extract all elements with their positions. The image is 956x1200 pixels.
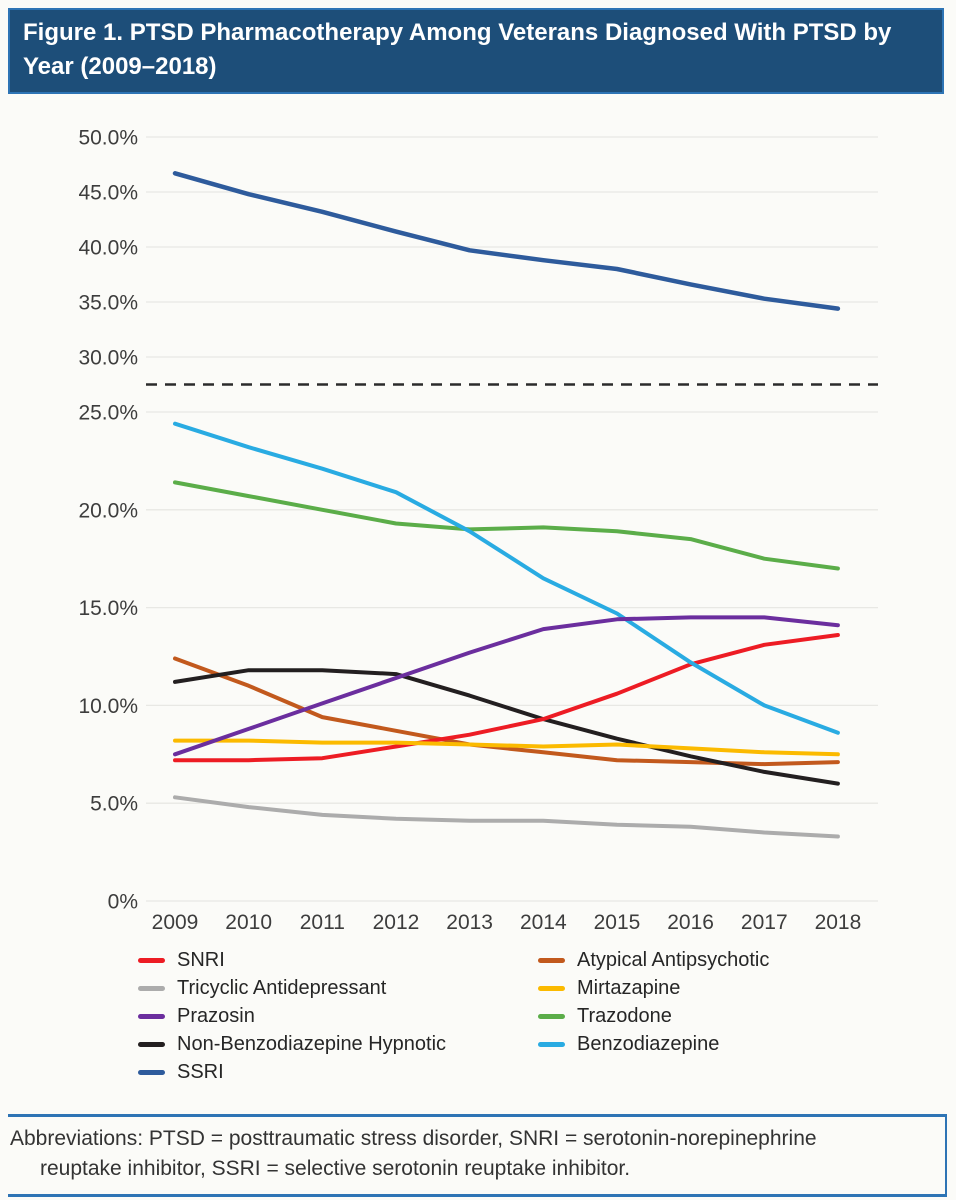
x-axis-tick-label: 2014	[520, 911, 567, 934]
series-line-tricyclic-antidepressant	[173, 795, 840, 839]
x-axis-tick-label: 2010	[225, 911, 272, 934]
chart-legend-right-column: Atypical Antipsychotic Mirtazapine Trazodo…	[538, 946, 769, 1058]
x-axis-tick-label: 2016	[667, 911, 714, 934]
series-line-non-benzodiazepine-hypnotic	[173, 668, 840, 786]
x-axis-tick-label: 2015	[594, 911, 641, 934]
legend-swatch-icon	[138, 1041, 165, 1047]
y-axis-tick-label: 5.0%	[90, 793, 138, 816]
series-line-trazodone	[173, 480, 840, 571]
figure-title-banner: Figure 1. PTSD Pharmacotherapy Among Vet…	[8, 8, 944, 94]
legend-item-benzodiazepine: Benzodiazepine	[538, 1030, 769, 1058]
chart-legend-left-column: SNRI Tricyclic Antidepressant Prazosin Non-…	[138, 946, 446, 1086]
legend-swatch-icon	[538, 1041, 565, 1047]
legend-item-tricyclic-antidepressant: Tricyclic Antidepressant	[138, 974, 446, 1002]
abbreviations-footer: Abbreviations: PTSD = posttraumatic stre…	[8, 1114, 947, 1197]
x-axis-tick-label: 2017	[741, 911, 788, 934]
y-axis-tick-label: 30.0%	[78, 347, 138, 370]
abbreviations-line-2: reuptake inhibitor, SSRI = selective ser…	[40, 1157, 631, 1181]
legend-swatch-icon	[538, 985, 565, 991]
series-line-atypical-antipsychotic	[173, 656, 840, 767]
y-axis-tick-label: 35.0%	[78, 292, 138, 315]
legend-label: Tricyclic Antidepressant	[177, 976, 387, 999]
figure-title: Figure 1. PTSD Pharmacotherapy Among Vet…	[23, 19, 892, 81]
x-axis-tick-label: 2013	[446, 911, 493, 934]
legend-swatch-icon	[138, 985, 165, 991]
series-line-snri	[173, 633, 840, 763]
legend-item-ssri: SSRI	[138, 1058, 446, 1086]
x-axis-tick-label: 2018	[815, 911, 862, 934]
legend-swatch-icon	[138, 957, 165, 963]
legend-label: Non-Benzodiazepine Hypnotic	[177, 1032, 447, 1055]
legend-label: SNRI	[177, 948, 225, 971]
abbreviations-line-1: Abbreviations: PTSD = posttraumatic stre…	[10, 1127, 817, 1150]
x-axis-tick-label: 2012	[373, 911, 420, 934]
series-line-mirtazapine	[173, 738, 840, 757]
legend-label: Benzodiazepine	[577, 1032, 720, 1055]
series-line-benzodiazepine	[173, 421, 840, 735]
legend-item-trazodone: Trazodone	[538, 1002, 769, 1030]
legend-item-atypical-antipsychotic: Atypical Antipsychotic	[538, 946, 769, 974]
legend-label: Trazodone	[577, 1004, 672, 1027]
legend-item-non-benzodiazepine-hypnotic: Non-Benzodiazepine Hypnotic	[138, 1030, 446, 1058]
legend-swatch-icon	[538, 1013, 565, 1019]
y-axis-tick-label: 10.0%	[78, 695, 138, 718]
legend-label: Atypical Antipsychotic	[577, 948, 770, 971]
legend-item-mirtazapine: Mirtazapine	[538, 974, 769, 1002]
legend-label: SSRI	[177, 1060, 224, 1083]
y-axis-tick-label: 25.0%	[78, 402, 138, 425]
legend-swatch-icon	[538, 957, 565, 963]
legend-label: Prazosin	[177, 1004, 255, 1027]
y-axis-tick-label: 0%	[108, 891, 138, 914]
legend-item-prazosin: Prazosin	[138, 1002, 446, 1030]
y-axis-tick-label: 15.0%	[78, 597, 138, 620]
series-line-prazosin	[173, 615, 840, 757]
x-axis-tick-label: 2011	[300, 911, 345, 934]
x-axis-tick-label: 2009	[152, 911, 199, 934]
legend-swatch-icon	[138, 1013, 165, 1019]
legend-swatch-icon	[138, 1069, 165, 1075]
y-axis-tick-label: 50.0%	[78, 127, 138, 150]
legend-item-snri: SNRI	[138, 946, 446, 974]
y-axis-tick-label: 40.0%	[78, 237, 138, 260]
series-line-ssri	[172, 171, 841, 311]
legend-label: Mirtazapine	[577, 976, 681, 999]
y-axis-tick-label: 45.0%	[78, 182, 138, 205]
y-axis-tick-label: 20.0%	[78, 499, 138, 522]
